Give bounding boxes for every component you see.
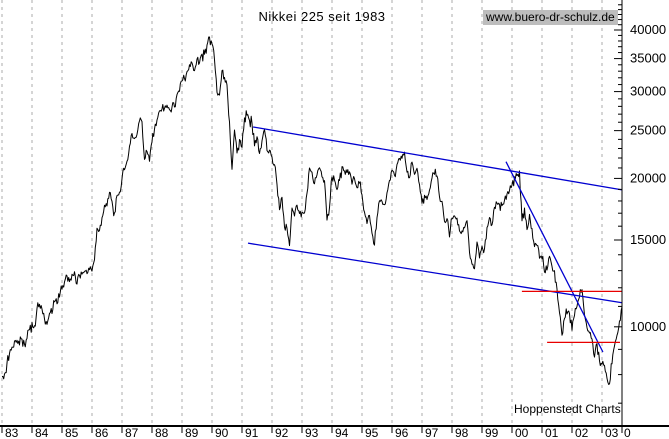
trend-line-downtrend-steep [505, 161, 604, 353]
x-tick-label: 89 [185, 426, 199, 439]
x-axis-ticks: 83 84 85 86 87 88 89 90 91 92 93 94 95 96 97 98 99 00 01 02… [1, 426, 631, 439]
price-line [1, 36, 623, 385]
trend-line-channel-upper [252, 126, 623, 191]
year-gridlines [1, 0, 603, 425]
x-tick-label: 00 [515, 426, 529, 439]
x-tick-label: 96 [395, 426, 409, 439]
x-tick-label: 94 [335, 426, 349, 439]
y-tick-label: 15000 [630, 232, 666, 247]
y-axis-ticks: 40000 35000 30000 25000 20000 15000 10000 [614, 4, 666, 404]
x-tick-label: 87 [125, 426, 139, 439]
y-tick-label: 10000 [630, 319, 666, 334]
x-tick-label: 03 [605, 426, 619, 439]
x-tick-label: 88 [155, 426, 169, 439]
x-tick-label: 02 [575, 426, 589, 439]
x-tick-label: 90 [215, 426, 229, 439]
x-tick-label: 83 [5, 426, 19, 439]
x-tick-label: 97 [425, 426, 439, 439]
x-tick-label: 01 [545, 426, 559, 439]
y-tick-label: 25000 [630, 123, 666, 138]
chart-title: Nikkei 225 seit 1983 [258, 9, 386, 24]
x-tick-label: 92 [275, 426, 289, 439]
y-tick-label: 40000 [630, 22, 666, 37]
x-tick-label: 85 [65, 426, 79, 439]
trend-line-channel-lower [247, 242, 623, 304]
support-lines [521, 290, 623, 344]
y-tick-label: 20000 [630, 170, 666, 185]
x-tick-label: 95 [365, 426, 379, 439]
x-tick-label: 98 [455, 426, 469, 439]
x-tick-label: 93 [305, 426, 319, 439]
x-tick-label: 86 [95, 426, 109, 439]
y-tick-label: 35000 [630, 51, 666, 66]
watermark-url: www.buero-dr-schulz.de [483, 10, 618, 25]
price-series [1, 36, 623, 385]
x-tick-label: 91 [245, 426, 259, 439]
trend-lines [247, 126, 623, 353]
x-tick-label: 99 [485, 426, 499, 439]
x-tick-label: 84 [35, 426, 49, 439]
x-tick-label-partial: 0 [624, 426, 631, 439]
credit-label: Hoppenstedt Charts [514, 402, 621, 416]
y-tick-label: 30000 [630, 84, 666, 99]
